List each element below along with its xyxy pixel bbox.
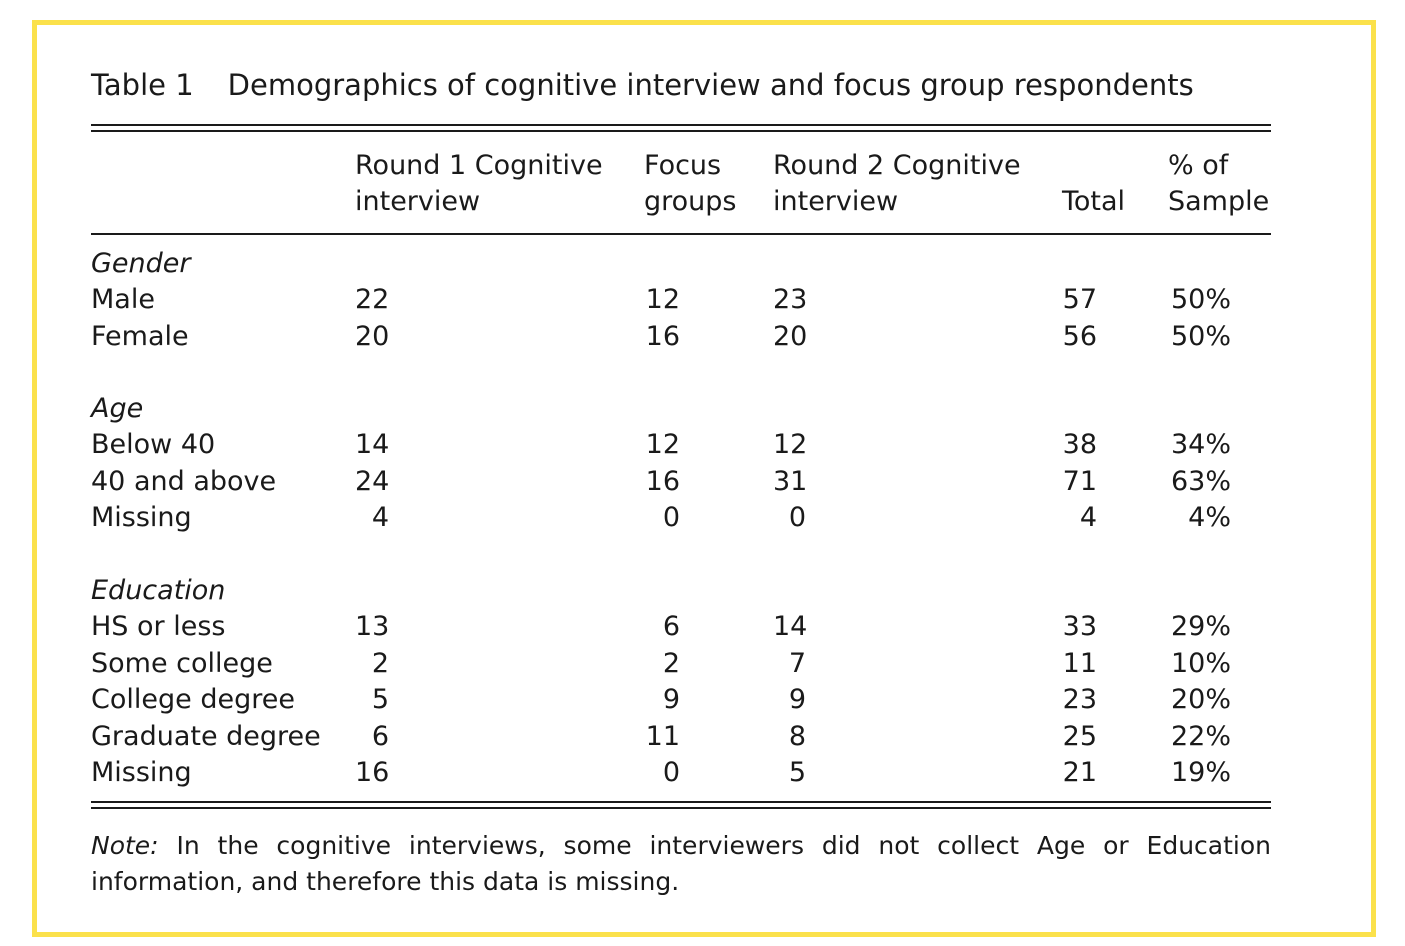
table-cell: 19% (1170, 757, 1231, 788)
table-cell: 4 (1079, 502, 1097, 534)
row-label: College degree (91, 684, 295, 716)
table-cell: 0 (788, 502, 806, 534)
bottom-rule (91, 801, 1271, 803)
table-cell: 23 (1062, 684, 1097, 716)
table-cell: 9 (788, 684, 806, 716)
table-cell: 20 (355, 320, 390, 352)
table-label: Table 1 (91, 68, 194, 102)
table-cell: 24 (355, 465, 390, 497)
table-cell: 22% (1170, 720, 1231, 752)
table-caption: Table 1 Demographics of cognitive intervi… (91, 68, 1194, 102)
top-rule (91, 124, 1271, 126)
table-cell: 0 (662, 757, 680, 788)
col-header-total: Total (1062, 186, 1126, 217)
table-cell: 4 (371, 502, 389, 534)
header-rule (91, 233, 1271, 235)
table-cell: 2 (662, 647, 680, 679)
table-cell: 20 (773, 320, 808, 352)
table-cell: 16 (355, 757, 390, 788)
table-cell: 50% (1170, 320, 1231, 352)
table-cell: 14 (355, 429, 390, 461)
table-cell: 21 (1062, 757, 1097, 788)
row-label: Missing (91, 757, 192, 788)
col-header-round1: Round 1 Cognitive interview (355, 150, 603, 217)
table-cell: 31 (773, 465, 808, 497)
table-cell: 11 (645, 720, 680, 752)
table-cell: 12 (645, 284, 680, 316)
table-cell: 33 (1062, 611, 1097, 643)
table-cell: 12 (773, 429, 808, 461)
table-frame (32, 20, 1376, 937)
col-header-focus: Focus groups (644, 150, 737, 217)
row-label: Graduate degree (91, 720, 321, 752)
table-cell: 5 (788, 757, 806, 788)
table-cell: 13 (355, 611, 390, 643)
table-cell: 5 (371, 684, 389, 716)
table-cell: 14 (773, 611, 808, 643)
table-cell: 4% (1188, 502, 1231, 534)
table-title: Demographics of cognitive interview and … (227, 68, 1194, 102)
table-cell: 29% (1170, 611, 1231, 643)
section-heading: Gender (91, 248, 191, 279)
table-cell: 63% (1170, 465, 1231, 497)
table-cell: 23 (773, 284, 808, 316)
table-cell: 10% (1170, 647, 1231, 679)
table-cell: 38 (1062, 429, 1097, 461)
table-cell: 9 (662, 684, 680, 716)
section-heading: Education (91, 575, 226, 606)
table-cell: 20% (1170, 684, 1231, 716)
table-cell: 25 (1062, 720, 1097, 752)
row-label: HS or less (91, 611, 226, 643)
row-label: Below 40 (91, 429, 216, 461)
col-header-percent: % of Sample (1168, 150, 1270, 217)
row-label: Female (91, 320, 189, 352)
table-cell: 6 (371, 720, 389, 752)
table-cell: 8 (788, 720, 806, 752)
table-cell: 11 (1062, 647, 1097, 679)
table-cell: 71 (1062, 465, 1097, 497)
top-rule-second (91, 130, 1271, 132)
note-text: In the cognitive interviews, some interv… (91, 831, 1271, 896)
table-cell: 7 (788, 647, 806, 679)
row-label: 40 and above (91, 465, 277, 497)
table-cell: 22 (355, 284, 390, 316)
table-cell: 16 (645, 320, 680, 352)
col-header-round2: Round 2 Cognitive interview (773, 150, 1021, 217)
table-cell: 34% (1170, 429, 1231, 461)
section-heading: Age (91, 393, 144, 424)
row-label: Male (91, 284, 155, 316)
table-cell: 12 (645, 429, 680, 461)
table-cell: 16 (645, 465, 680, 497)
table-cell: 2 (371, 647, 389, 679)
table-cell: 56 (1062, 320, 1097, 352)
table-cell: 50% (1170, 284, 1231, 316)
table-note: Note: In the cognitive interviews, some … (91, 828, 1271, 900)
bottom-rule-second (91, 807, 1271, 809)
table-cell: 0 (662, 502, 680, 534)
row-label: Some college (91, 647, 273, 679)
row-label: Missing (91, 502, 192, 534)
note-label: Note: (91, 831, 159, 860)
table-cell: 6 (662, 611, 680, 643)
table-cell: 57 (1062, 284, 1097, 316)
